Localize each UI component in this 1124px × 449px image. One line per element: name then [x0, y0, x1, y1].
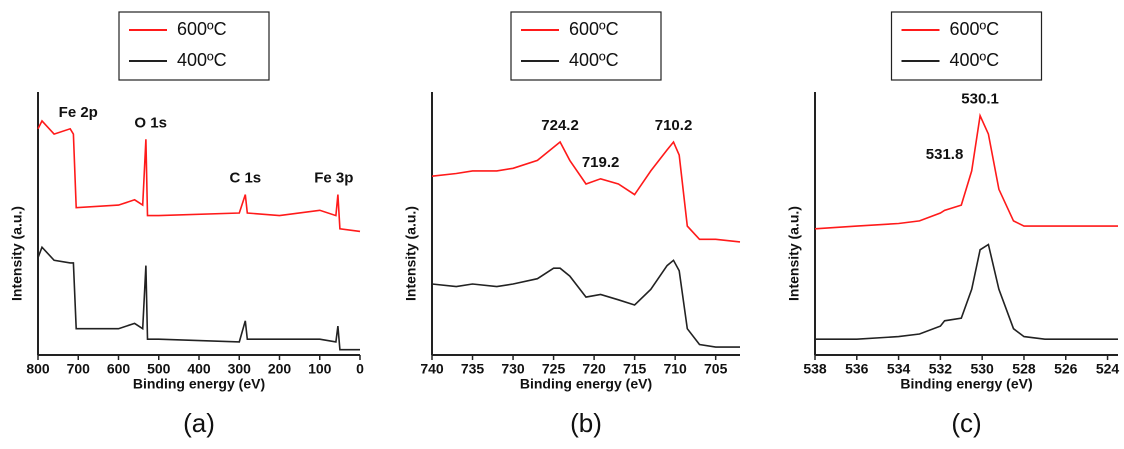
peak-label: 531.8: [926, 146, 964, 163]
peak-label: 530.1: [961, 91, 999, 108]
x-tick-label: 730: [501, 361, 525, 377]
legend-label: 400ºC: [569, 50, 619, 70]
legend-label: 600ºC: [177, 19, 227, 39]
x-tick-label: 720: [582, 361, 606, 377]
x-tick-label: 534: [887, 361, 911, 377]
panel-label: (b): [570, 408, 602, 438]
x-tick-label: 0: [356, 361, 364, 377]
x-tick-label: 100: [308, 361, 332, 377]
peak-label: 710.2: [655, 117, 693, 134]
x-tick-label: 715: [623, 361, 647, 377]
legend-label: 600ºC: [950, 19, 1000, 39]
panel-label: (c): [951, 408, 981, 438]
x-tick-label: 526: [1054, 361, 1078, 377]
panel-label: (a): [183, 408, 215, 438]
x-tick-label: 735: [461, 361, 485, 377]
legend-box: [510, 11, 662, 81]
x-tick-label: 725: [542, 361, 566, 377]
x-tick-label: 710: [663, 361, 687, 377]
x-tick-label: 600: [107, 361, 131, 377]
spectrum-line: [814, 112, 1118, 230]
x-tick-label: 500: [147, 361, 171, 377]
x-tick-label: 740: [420, 361, 444, 377]
x-tick-label: 700: [67, 361, 91, 377]
peak-label: O 1s: [134, 114, 167, 131]
peak-label: Fe 3p: [314, 170, 353, 187]
x-tick-label: 705: [704, 361, 728, 377]
legend-label: 400ºC: [177, 50, 227, 70]
x-tick-label: 300: [228, 361, 252, 377]
spectrum-line: [815, 243, 1118, 340]
x-axis-label: Binding energy (eV): [520, 376, 652, 392]
x-tick-label: 400: [187, 361, 211, 377]
spectrum-line: [37, 245, 360, 351]
spectrum-line: [431, 140, 741, 243]
x-tick-label: 532: [929, 361, 953, 377]
legend-label: 400ºC: [950, 50, 1000, 70]
x-tick-label: 200: [268, 361, 292, 377]
legend-label: 600ºC: [569, 19, 619, 39]
x-tick-label: 536: [845, 361, 869, 377]
x-axis-label: Binding energy (eV): [133, 376, 265, 392]
x-tick-label: 800: [26, 361, 50, 377]
peak-label: 719.2: [582, 154, 620, 171]
legend-box: [890, 11, 1043, 81]
y-axis-label: Intensity (a.u.): [786, 206, 802, 301]
x-tick-label: 538: [803, 361, 827, 377]
peak-label: C 1s: [229, 170, 261, 187]
x-axis-label: Binding energy (eV): [900, 376, 1032, 392]
spectrum-line: [37, 119, 361, 233]
x-tick-label: 528: [1012, 361, 1036, 377]
y-axis-label: Intensity (a.u.): [403, 206, 419, 301]
spectrum-line: [431, 259, 740, 348]
peak-label: 724.2: [541, 117, 579, 134]
y-axis-label: Intensity (a.u.): [9, 206, 25, 301]
x-tick-label: 530: [970, 361, 994, 377]
peak-label: Fe 2p: [59, 104, 98, 121]
x-tick-label: 524: [1096, 361, 1120, 377]
legend-box: [118, 11, 270, 81]
